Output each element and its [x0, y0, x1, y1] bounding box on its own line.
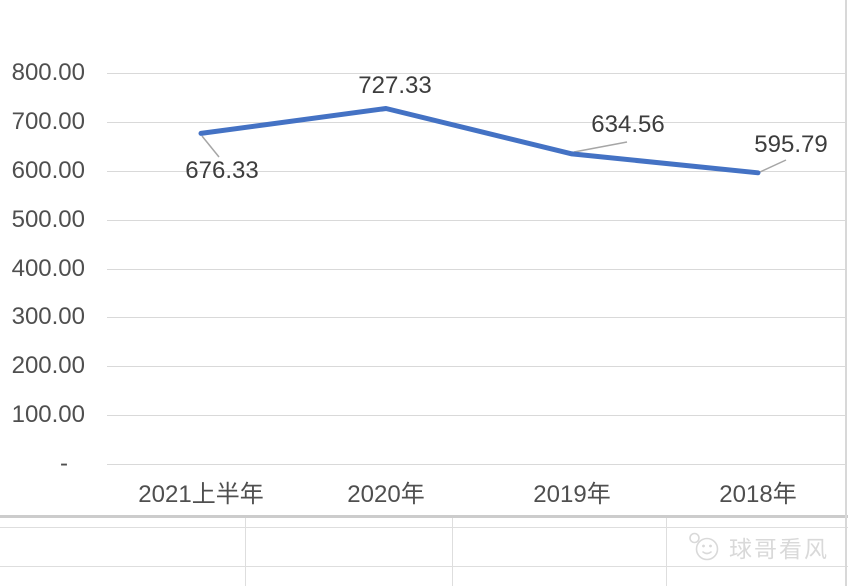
series-line: [198, 106, 761, 176]
x-axis-category-label: 2021上半年: [138, 481, 264, 508]
y-axis-tick-label: 300.00: [11, 303, 85, 330]
gridline: [107, 73, 845, 74]
data-label: 727.33: [358, 72, 432, 99]
x-axis-category-label: 2018年: [719, 481, 797, 508]
watermark: 球哥看风: [688, 530, 829, 564]
data-label: 634.56: [591, 111, 665, 138]
watermark-label: 球哥看风: [729, 536, 829, 562]
data-label-leader-line: [759, 159, 787, 173]
y-axis-tick-label: 500.00: [11, 206, 85, 233]
sheet-row-line: [0, 527, 848, 528]
sheet-column-line: [666, 518, 667, 586]
x-axis-category-label: 2020年: [347, 481, 425, 508]
y-axis-tick-label: 400.00: [11, 255, 85, 282]
sheet-bottom-border: [0, 515, 848, 518]
gridline: [107, 269, 845, 270]
y-axis-tick-label: 600.00: [11, 157, 85, 184]
data-label: 676.33: [185, 157, 259, 184]
y-axis-tick-label: 800.00: [11, 59, 85, 86]
data-label-leader-line: [201, 135, 220, 158]
gridline: [107, 220, 845, 221]
x-axis-category-label: 2019年: [533, 481, 611, 508]
gridline: [107, 366, 845, 367]
gridline: [107, 122, 845, 123]
gridline: [107, 415, 845, 416]
y-axis-tick-label: 100.00: [11, 401, 85, 428]
gridline: [107, 317, 845, 318]
sheet-row-line: [0, 566, 848, 567]
y-axis-tick-label: -: [60, 450, 68, 477]
sheet-right-border: [845, 0, 847, 586]
sheet-column-line: [452, 518, 453, 586]
y-axis-tick-label: 700.00: [11, 108, 85, 135]
data-label-leader-line: [573, 141, 628, 153]
mascot-face-icon: [689, 532, 719, 561]
y-axis-tick-label: 200.00: [11, 352, 85, 379]
gridline: [107, 171, 845, 172]
gridline: [107, 464, 845, 465]
sheet-column-line: [245, 518, 246, 586]
data-label: 595.79: [754, 131, 828, 158]
